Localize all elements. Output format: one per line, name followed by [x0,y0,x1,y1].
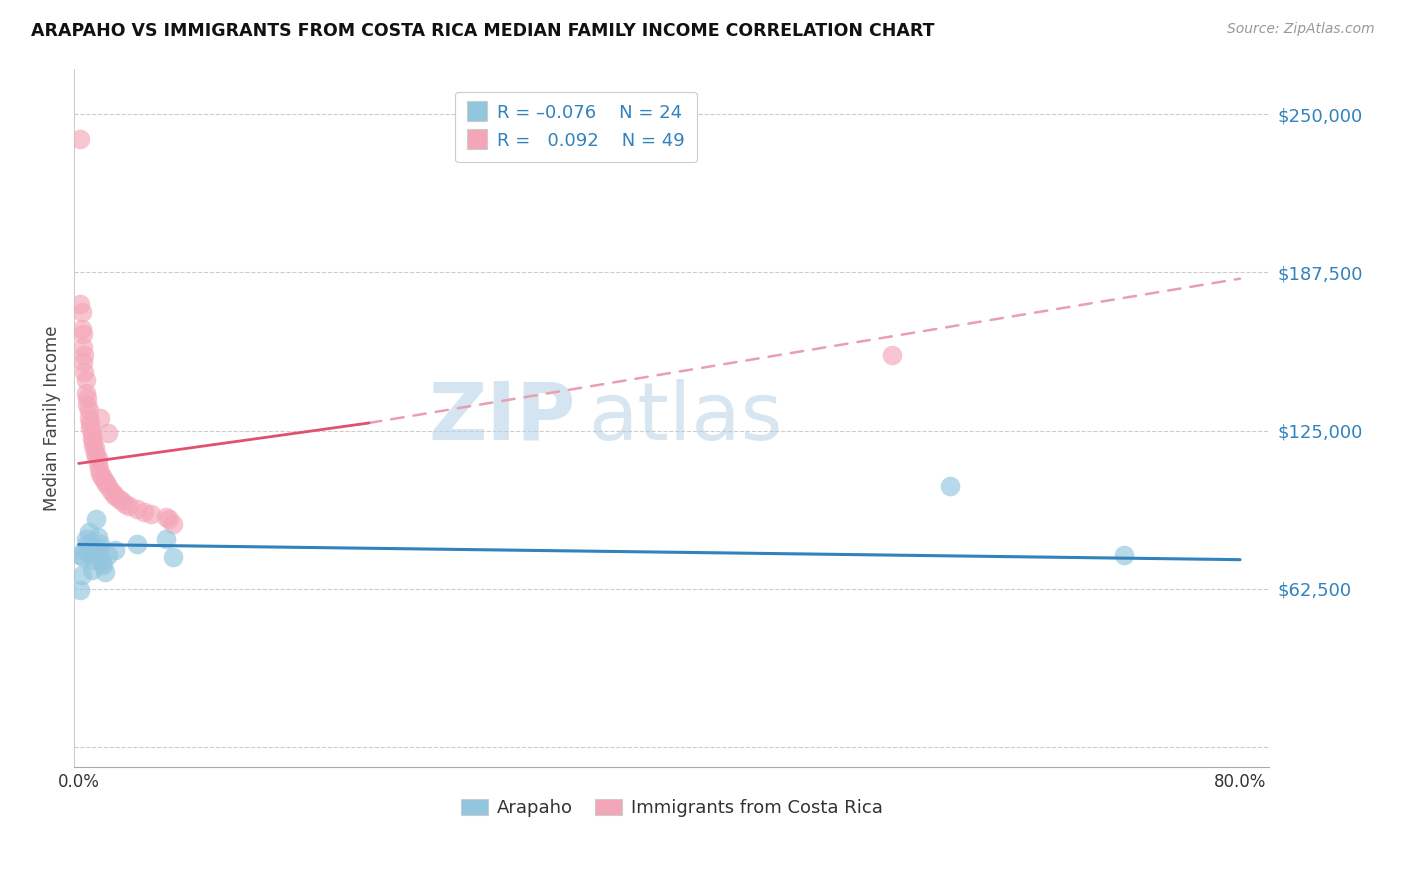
Point [72,340,94,354]
Point [90,469,112,483]
Point [70,322,93,336]
Point [108,491,131,506]
Point [89,467,111,481]
Point [97,548,120,562]
Point [89,410,111,425]
Point [155,533,177,547]
Point [125,537,148,551]
Point [87,548,110,562]
Point [111,494,134,508]
Point [73,542,96,557]
Point [162,550,184,565]
Point [103,487,125,501]
Point [72,550,94,565]
Point [94,566,117,580]
Point [132,504,155,518]
Point [76,398,98,412]
Point [141,507,163,521]
Point [96,476,118,491]
Point [73,365,96,379]
Point [1112,548,1135,562]
Point [94,474,117,488]
Point [77,524,100,539]
Point [72,355,94,369]
Point [77,410,100,425]
Point [73,348,96,362]
Point [69,297,91,311]
Point [75,385,97,400]
Point [114,497,136,511]
Point [77,403,100,417]
Point [157,512,180,526]
Point [83,540,105,554]
Point [93,558,115,572]
Y-axis label: Median Family Income: Median Family Income [44,326,60,510]
Point [80,563,103,577]
Text: atlas: atlas [588,379,782,457]
Point [69,582,91,597]
Point [104,542,127,557]
Point [79,421,101,435]
Legend: Arapaho, Immigrants from Costa Rica: Arapaho, Immigrants from Costa Rica [454,792,890,824]
Point [86,457,108,471]
Point [880,348,903,362]
Point [79,416,101,430]
Point [90,555,112,569]
Point [84,449,107,463]
Point [84,512,107,526]
Point [69,548,91,562]
Point [938,479,960,493]
Point [82,439,104,453]
Text: Source: ZipAtlas.com: Source: ZipAtlas.com [1227,22,1375,37]
Point [75,533,97,547]
Point [97,426,120,441]
Point [72,327,94,342]
Point [118,500,141,514]
Point [86,451,108,466]
Point [87,461,110,475]
Point [70,567,93,582]
Point [70,304,93,318]
Point [80,431,103,445]
Point [69,132,91,146]
Point [80,426,103,441]
Point [75,373,97,387]
Text: ARAPAHO VS IMMIGRANTS FROM COSTA RICA MEDIAN FAMILY INCOME CORRELATION CHART: ARAPAHO VS IMMIGRANTS FROM COSTA RICA ME… [31,22,935,40]
Point [89,537,111,551]
Point [76,391,98,405]
Point [155,509,177,524]
Point [162,517,184,532]
Point [125,502,148,516]
Point [100,484,122,499]
Point [83,446,105,460]
Point [82,434,104,448]
Point [82,552,104,566]
Point [97,479,120,493]
Point [104,489,127,503]
Point [76,537,98,551]
Point [86,530,108,544]
Point [83,442,105,456]
Point [79,545,101,559]
Text: ZIP: ZIP [429,379,576,457]
Point [93,472,115,486]
